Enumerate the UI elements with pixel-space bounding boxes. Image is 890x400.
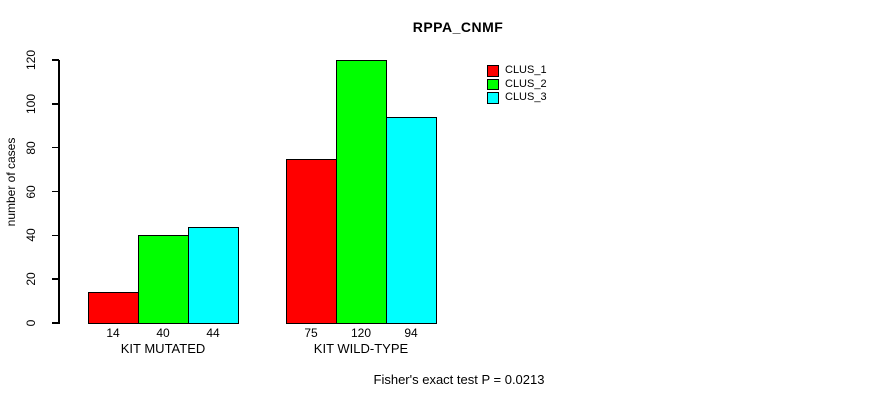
legend-label: CLUS_1 xyxy=(505,64,547,77)
fisher-test-note: Fisher's exact test P = 0.0213 xyxy=(373,372,545,387)
y-axis-tick xyxy=(52,103,59,105)
y-axis-tick-label: 60 xyxy=(24,184,38,199)
legend-label: CLUS_3 xyxy=(505,91,547,104)
legend-label: CLUS_2 xyxy=(505,77,547,90)
bar-value-label: 14 xyxy=(106,326,120,340)
y-axis-tick-label: 0 xyxy=(24,319,38,327)
y-axis-tick-label: 20 xyxy=(24,272,38,286)
y-axis-label: number of cases xyxy=(4,137,18,227)
bar-clus_1-kit-mutated xyxy=(88,292,139,324)
legend-item-clus-2: CLUS_2 xyxy=(487,78,547,92)
bar-value-label: 120 xyxy=(350,326,372,340)
bar-value-label: 44 xyxy=(206,326,220,340)
legend-swatch xyxy=(487,65,499,77)
y-axis-tick xyxy=(52,146,59,149)
y-axis-tick-label: 100 xyxy=(24,93,38,114)
y-axis-tick xyxy=(52,190,59,193)
y-axis-tick xyxy=(52,234,59,237)
y-axis-tick-label: 120 xyxy=(24,49,38,71)
bar-value-label: 40 xyxy=(156,326,170,340)
y-axis-tick-label: 80 xyxy=(24,140,38,155)
bar-value-label: 75 xyxy=(304,326,318,340)
bar-clus_3-kit-wild-type xyxy=(386,116,437,324)
legend-swatch xyxy=(487,78,499,90)
bar-clus_1-kit-wild-type xyxy=(286,158,337,324)
legend-swatch xyxy=(487,92,499,104)
x-axis-category-label: KIT MUTATED xyxy=(120,341,206,356)
bar-clus_3-kit-mutated xyxy=(188,226,239,324)
legend-item-clus-3: CLUS_3 xyxy=(487,91,547,105)
y-axis-tick-label: 40 xyxy=(24,228,38,243)
bar-clus_2-kit-mutated xyxy=(138,235,189,324)
legend-item-clus-1: CLUS_1 xyxy=(487,64,547,78)
x-axis-category-label: KIT WILD-TYPE xyxy=(313,341,409,356)
y-axis-tick xyxy=(52,278,59,280)
bar-value-label: 94 xyxy=(404,326,418,340)
legend: CLUS_1 CLUS_2 CLUS_3 xyxy=(487,64,547,105)
bar-clus_2-kit-wild-type xyxy=(336,60,387,324)
chart-title: RPPA_CNMF xyxy=(412,19,504,35)
y-axis-tick xyxy=(52,59,59,61)
y-axis-tick xyxy=(52,322,59,324)
